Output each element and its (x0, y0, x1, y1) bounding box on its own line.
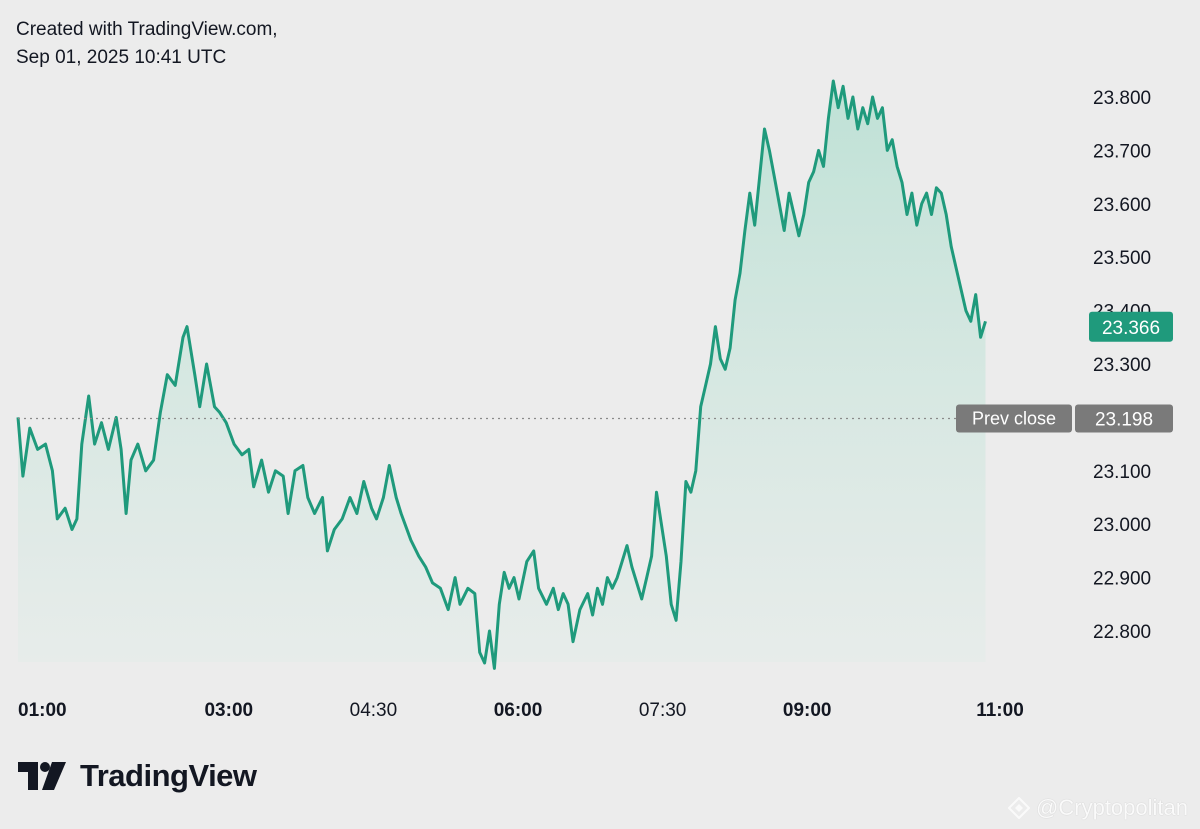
last-price-value: 23.366 (1102, 318, 1160, 339)
last-price-badge: 23.366 (1089, 311, 1173, 342)
tradingview-wordmark: TradingView (80, 758, 257, 793)
cryptopolitan-watermark: @Cryptopolitan (1008, 795, 1188, 821)
binance-diamond-icon (1008, 797, 1031, 819)
prev-close-badge: Prev close 23.198 (956, 404, 1173, 433)
price-area-fill (18, 81, 986, 669)
timestamp-text: Sep 01, 2025 10:41 UTC (16, 47, 227, 68)
watermark-text: @Cryptopolitan (1036, 795, 1188, 820)
y-tick-label: 23.800 (1093, 88, 1151, 109)
y-tick-label: 23.500 (1093, 248, 1151, 269)
tradingview-logo: TradingView (18, 758, 257, 794)
price-chart[interactable]: 22.80022.90023.00023.10023.30023.40023.5… (0, 0, 1200, 740)
prev-close-value-bg (1075, 404, 1173, 433)
x-tick-label: 07:30 (639, 700, 687, 721)
tradingview-logo-icon (18, 762, 66, 790)
prev-close-value: 23.198 (1095, 409, 1153, 430)
y-tick-label: 23.100 (1093, 462, 1151, 483)
chart-header: Created with TradingView.com, Sep 01, 20… (16, 16, 278, 72)
x-tick-label: 04:30 (350, 700, 398, 721)
x-tick-label: 01:00 (18, 700, 67, 721)
price-line[interactable] (16, 79, 987, 670)
prev-close-text-bg (956, 404, 1072, 433)
x-tick-label: 03:00 (204, 700, 253, 721)
y-tick-label: 23.300 (1093, 355, 1151, 376)
y-tick-label: 22.800 (1093, 622, 1151, 643)
y-tick-label: 23.700 (1093, 141, 1151, 162)
x-tick-label: 06:00 (494, 700, 543, 721)
y-tick-label: 23.600 (1093, 195, 1151, 216)
y-tick-label: 23.000 (1093, 515, 1151, 536)
last-price-bg (1089, 311, 1173, 342)
x-tick-label: 11:00 (976, 700, 1024, 721)
prev-close-text: Prev close (972, 408, 1056, 428)
y-tick-label: 22.900 (1093, 569, 1151, 590)
x-tick-label: 09:00 (783, 700, 832, 721)
created-with-text: Created with TradingView.com, (16, 19, 278, 40)
